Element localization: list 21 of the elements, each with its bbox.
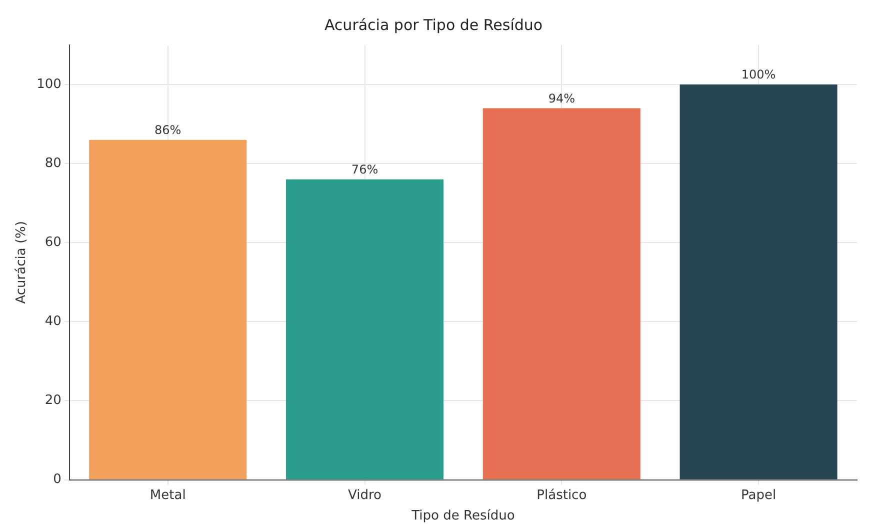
data-label: 86% (154, 122, 182, 137)
x-tick-label: Plástico (536, 488, 587, 503)
data-label: 94% (548, 91, 575, 106)
y-tick-label: 80 (44, 156, 62, 171)
x-axis-title: Tipo de Resíduo (410, 508, 515, 524)
y-tick-label: 40 (44, 314, 62, 330)
chart-title: Acurácia por Tipo de Resíduo (324, 16, 543, 34)
y-axis-title: Acurácia (%) (14, 221, 30, 304)
x-tick-label: Vidro (348, 488, 382, 503)
data-label: 100% (741, 68, 776, 82)
data-label: 76% (351, 162, 378, 177)
bar (286, 179, 444, 480)
bar (482, 108, 640, 480)
y-tick-label: 20 (44, 393, 62, 408)
bar (89, 140, 247, 480)
y-tick-label: 0 (53, 472, 62, 488)
x-tick-label: Papel (741, 488, 776, 503)
x-tick-label: Metal (150, 488, 186, 503)
y-tick-label: 100 (36, 76, 62, 92)
bar (680, 84, 838, 480)
y-tick-label: 60 (44, 235, 62, 250)
